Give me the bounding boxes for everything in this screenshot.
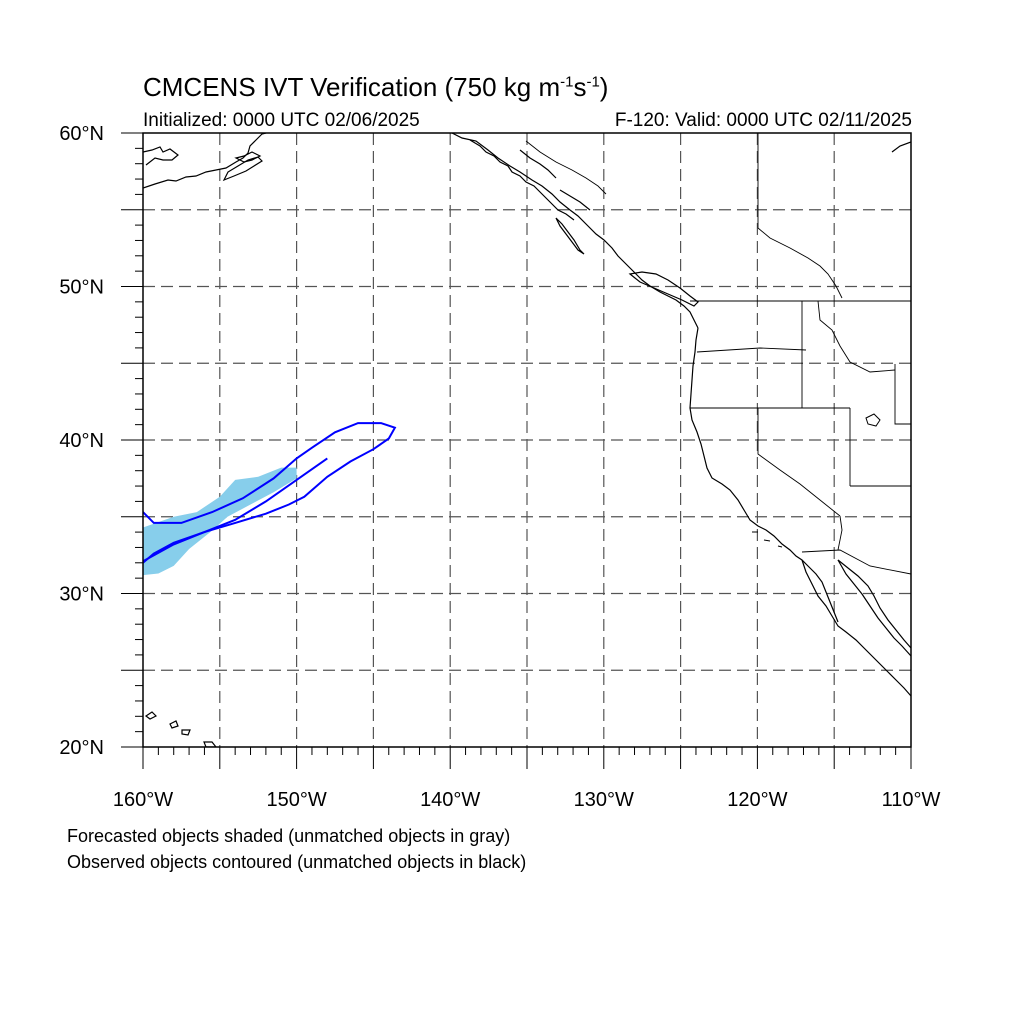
haida-gwaii (555, 217, 585, 255)
channel-islands (752, 531, 783, 548)
southeast-alaska-coast (451, 133, 699, 329)
wyoming-border (894, 364, 911, 425)
forecast-object-shading (143, 467, 297, 576)
bc-alberta-border (757, 133, 843, 299)
lon-label: 150°W (266, 789, 326, 811)
hudson-bay-edge (891, 141, 911, 153)
lat-lon-grid (143, 133, 911, 747)
us-mexico-border (801, 549, 911, 575)
lon-label: 120°W (727, 789, 787, 811)
lat-label: 50°N (59, 277, 104, 299)
coastline (143, 133, 911, 747)
idaho-montana-border (817, 300, 896, 373)
lat-label: 40°N (59, 430, 104, 452)
map-frame (142, 132, 912, 748)
great-salt-lake (865, 413, 881, 427)
lakes (752, 413, 881, 548)
observed-object-axis (143, 457, 328, 563)
kenai-coast (234, 151, 262, 163)
initialized-time: Initialized: 0000 UTC 02/06/2025 (143, 110, 420, 131)
chart-title: CMCENS IVT Verification (750 kg m-1s-1) (143, 72, 609, 102)
hawaii-maui (181, 729, 191, 736)
legend-observed-note: Observed objects contoured (unmatched ob… (67, 852, 527, 872)
hawaii-oahu (169, 720, 179, 729)
hawaii-big-island (203, 741, 217, 747)
us-northwest-coast (689, 327, 839, 623)
lon-label: 130°W (574, 789, 634, 811)
valid-time: F-120: Valid: 0000 UTC 02/11/2025 (614, 110, 912, 131)
lat-label: 20°N (59, 737, 104, 759)
observed-object-contour (143, 422, 397, 564)
legend-forecast-note: Forecasted objects shaded (unmatched obj… (67, 826, 511, 846)
washington-oregon-border (696, 347, 807, 353)
lat-label: 30°N (59, 584, 104, 606)
axis-ticks (121, 132, 912, 769)
alaska-coast (143, 133, 267, 189)
california-nevada-border (757, 408, 841, 517)
baja-east-coast (837, 559, 911, 657)
lat-label: 60°N (59, 123, 104, 145)
baja-california (801, 559, 911, 697)
latitude-labels: 60°N 50°N 40°N 30°N 20°N (59, 123, 104, 759)
lon-label: 160°W (113, 789, 173, 811)
alaska-panhandle-islands (469, 139, 591, 221)
alaska-canada-border (525, 140, 607, 195)
political-borders (525, 133, 911, 575)
mainland-mexico-coast (837, 559, 911, 649)
arizona-california-border (837, 515, 843, 551)
longitude-labels: 160°W 150°W 140°W 130°W 120°W 110°W (113, 789, 941, 811)
lon-label: 140°W (420, 789, 480, 811)
kodiak-island (222, 156, 263, 182)
hawaii-kauai (144, 711, 158, 720)
vancouver-island (628, 271, 699, 307)
lon-label: 110°W (882, 789, 941, 811)
